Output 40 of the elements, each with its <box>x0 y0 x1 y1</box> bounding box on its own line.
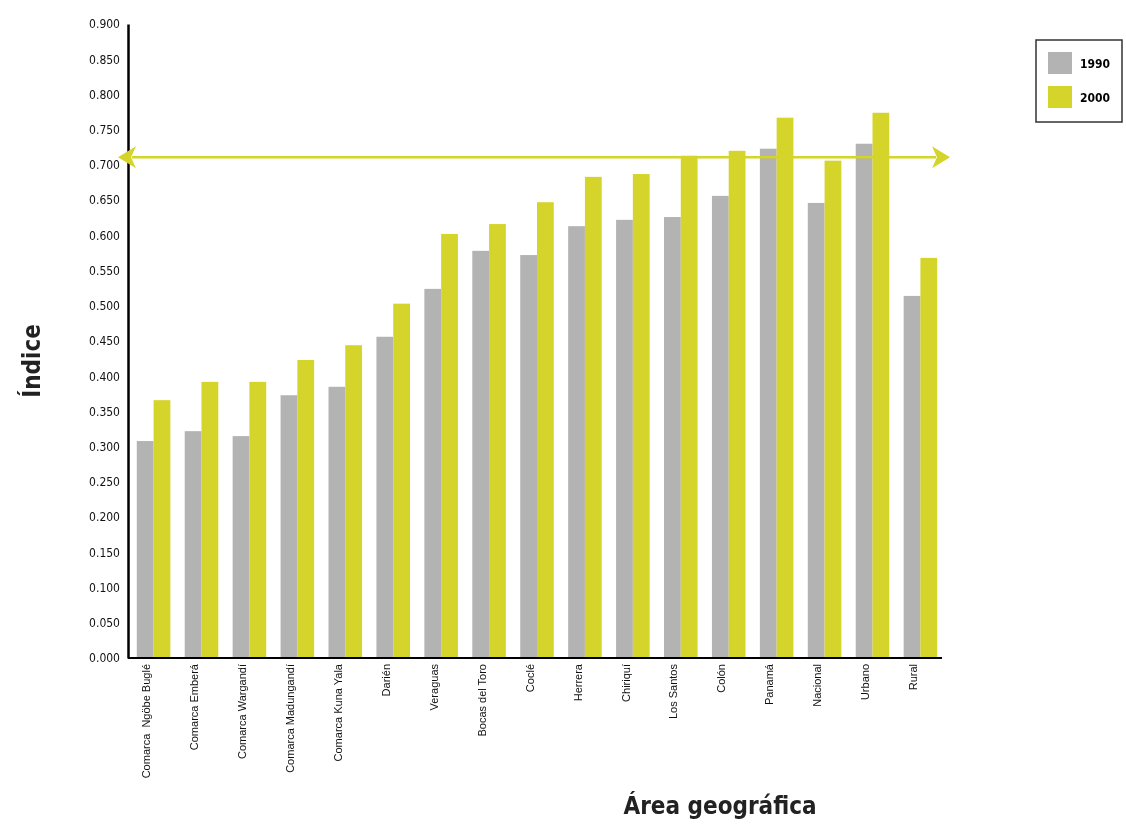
y-tick-label: 0.550 <box>89 263 121 278</box>
y-tick-label: 0.600 <box>89 228 121 243</box>
x-tick-label: Comarca Wargandí <box>236 664 249 759</box>
y-tick-label: 0.850 <box>89 52 121 67</box>
legend-label: 1990 <box>1080 57 1111 71</box>
y-tick-label: 0.500 <box>89 299 121 314</box>
y-tick-label: 0.300 <box>89 440 121 455</box>
x-tick-label: Coclé <box>523 664 536 693</box>
x-tick-label: Panamá <box>763 663 776 705</box>
y-tick-label: 0.100 <box>89 580 121 595</box>
x-tick-label: Darién <box>379 664 392 697</box>
y-tick-label: 0.350 <box>89 404 121 419</box>
y-tick-label: 0.250 <box>89 475 121 490</box>
y-tick-label: 0.800 <box>89 87 121 102</box>
y-tick-label: 0.200 <box>89 510 121 525</box>
x-axis-title: Área geográfica <box>623 791 817 820</box>
y-tick-label: 0.900 <box>89 17 121 32</box>
x-tick-label: Comarca Ngöbe Buglé <box>140 664 153 779</box>
y-tick-label: 0.150 <box>89 545 121 560</box>
x-tick-label: Rural <box>907 664 920 691</box>
x-tick-label: Urbano <box>859 664 872 701</box>
y-tick-label: 0.650 <box>89 193 121 208</box>
x-tick-label: Herrera <box>571 663 584 702</box>
y-tick-label: 0.450 <box>89 334 121 349</box>
y-tick-label: 0.050 <box>89 616 121 631</box>
y-tick-label: 0.750 <box>89 123 121 138</box>
x-tick-label: Bocas del Toro <box>475 664 488 737</box>
x-tick-label: Los Santos <box>667 663 680 720</box>
x-tick-label: Nacional <box>811 664 824 707</box>
legend-label: 2000 <box>1080 91 1111 105</box>
y-axis-title: Índice <box>17 324 46 398</box>
y-tick-label: 0.700 <box>89 158 121 173</box>
x-tick-label: Chiriquí <box>619 664 632 702</box>
x-tick-label: Comarca Emberá <box>188 663 201 751</box>
x-tick-label: Veraguas <box>427 663 440 711</box>
x-tick-label: Colón <box>715 664 728 693</box>
x-tick-label: Comarca Kuna Yala <box>331 663 344 762</box>
y-tick-label: 0.000 <box>89 651 121 666</box>
x-tick-label: Comarca Madungandí <box>284 664 297 773</box>
y-tick-label: 0.400 <box>89 369 121 384</box>
